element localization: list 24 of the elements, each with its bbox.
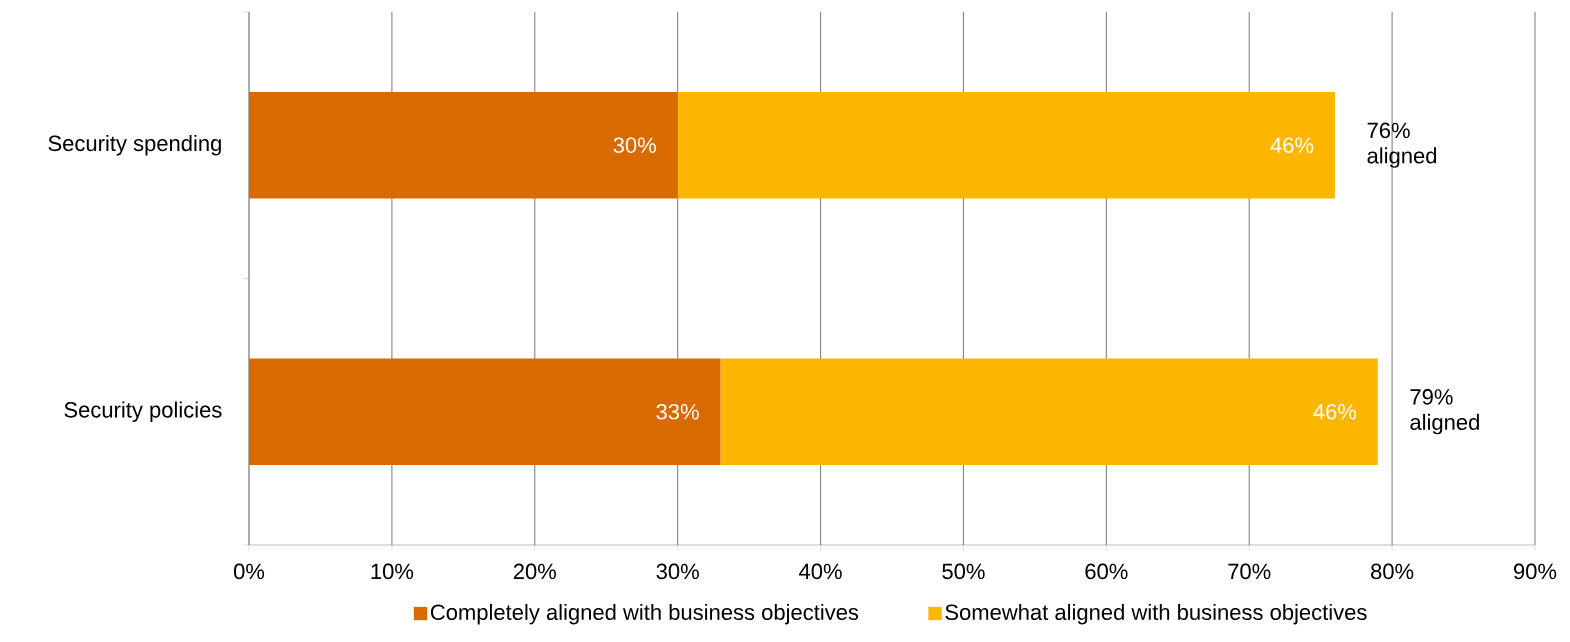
data-label: 46% — [1313, 403, 1357, 420]
legend-label: Somewhat aligned with business objectives — [945, 603, 1367, 625]
x-tick-label: 40% — [799, 563, 842, 580]
total-label: 79% aligned — [1410, 389, 1479, 435]
data-label: 33% — [656, 403, 699, 420]
x-tick-label: 0% — [233, 563, 265, 580]
y-tick-label: Security spending — [48, 135, 221, 156]
total-label: 76% aligned — [1367, 122, 1437, 168]
bar — [249, 91, 678, 199]
legend-label: Completely aligned with business objectives — [430, 603, 859, 625]
x-tick-label: 90% — [1513, 563, 1557, 580]
data-label: 46% — [1270, 137, 1314, 154]
x-tick-label: 30% — [656, 563, 699, 580]
x-tick-label: 80% — [1371, 563, 1414, 580]
bar — [720, 358, 1378, 466]
x-tick-label: 50% — [942, 563, 985, 580]
bar — [677, 91, 1335, 199]
data-label: 30% — [613, 137, 656, 154]
bar — [249, 358, 721, 466]
y-tick-label: Security policies — [64, 401, 222, 422]
x-tick-label: 60% — [1085, 563, 1128, 580]
x-tick-label: 20% — [513, 563, 557, 580]
x-tick-label: 10% — [371, 563, 414, 580]
x-tick-label: 70% — [1228, 563, 1271, 580]
